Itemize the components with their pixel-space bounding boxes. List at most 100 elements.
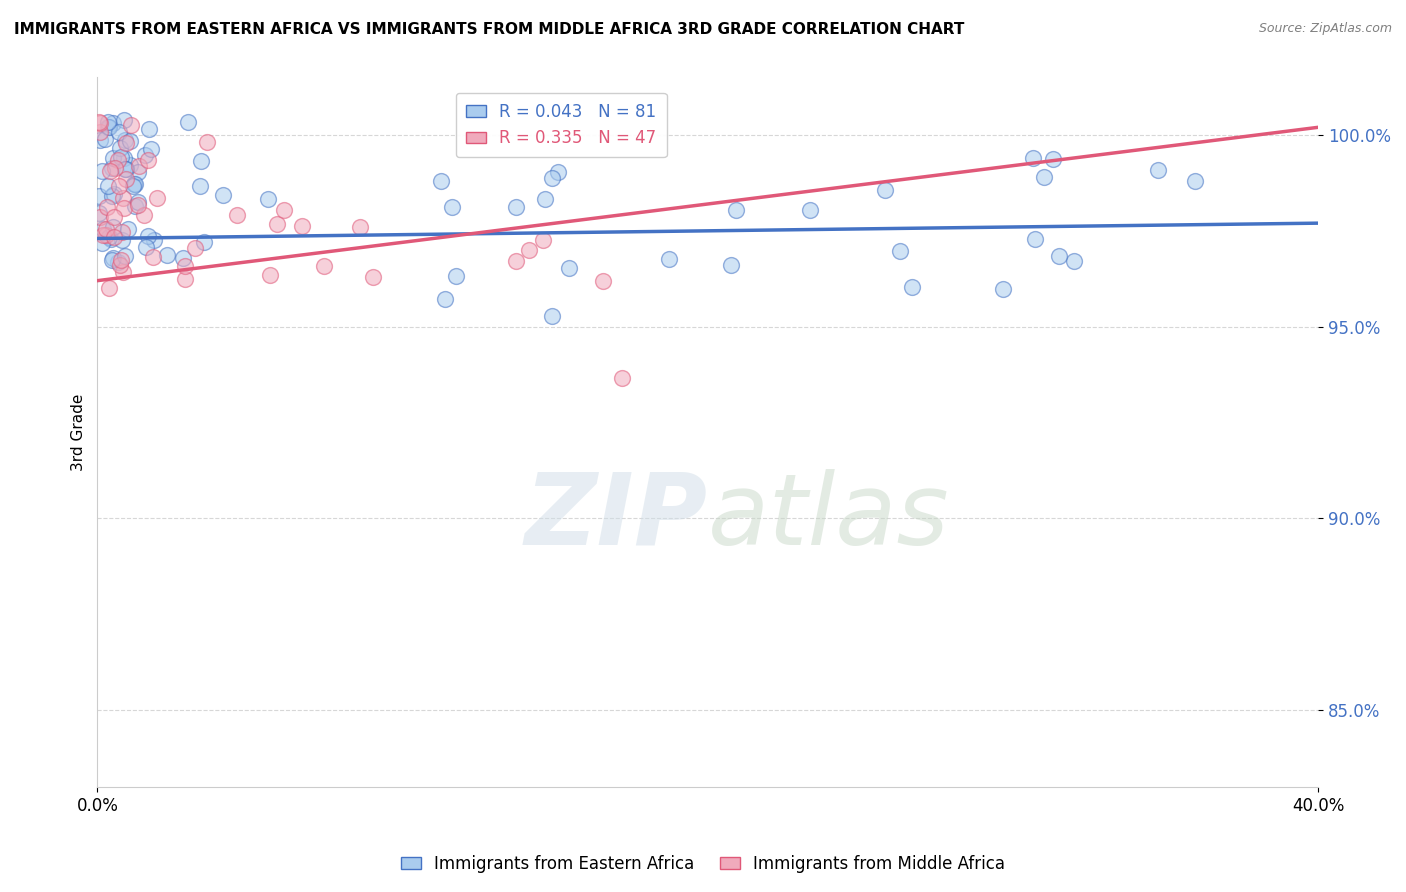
Point (114, 172, 136, 186)
Point (122, 178, 145, 193)
Point (141, 142, 163, 156)
Point (174, 272, 197, 286)
Point (97, 281, 120, 295)
Point (114, 162, 136, 177)
Point (441, 200, 464, 214)
Point (142, 233, 165, 247)
Point (87, 188, 110, 202)
Point (266, 217, 288, 231)
Point (101, 253, 124, 268)
Point (184, 241, 207, 255)
Point (291, 219, 314, 234)
Point (190, 153, 212, 168)
Point (174, 259, 197, 273)
Point (901, 280, 924, 294)
Point (127, 195, 149, 210)
Point (138, 228, 160, 243)
Point (98, 230, 121, 244)
Point (135, 240, 157, 254)
Point (124, 199, 146, 213)
Point (134, 209, 156, 223)
Point (120, 134, 142, 148)
Point (111, 233, 134, 247)
Point (103, 210, 125, 224)
Point (541, 170, 564, 185)
Point (1042, 152, 1064, 166)
Point (991, 282, 1014, 296)
Point (1184, 174, 1206, 188)
Point (111, 265, 134, 279)
Point (212, 187, 235, 202)
Point (188, 179, 211, 194)
Point (505, 254, 527, 268)
Point (349, 219, 371, 234)
Point (120, 118, 142, 132)
Text: atlas: atlas (707, 469, 949, 566)
Point (111, 191, 134, 205)
Point (724, 202, 747, 217)
Point (172, 251, 194, 265)
Point (103, 229, 125, 244)
Point (1047, 249, 1070, 263)
Point (720, 259, 742, 273)
Point (138, 122, 160, 136)
Point (558, 260, 581, 275)
Point (114, 202, 136, 216)
Point (127, 197, 149, 211)
Point (94, 222, 117, 236)
Point (361, 270, 384, 285)
Point (114, 250, 136, 264)
Point (101, 116, 124, 130)
Point (257, 192, 280, 206)
Point (110, 252, 132, 267)
Point (547, 165, 569, 179)
Point (97, 120, 120, 134)
Point (97, 120, 120, 134)
Point (142, 250, 165, 264)
Point (111, 225, 134, 239)
Point (93, 221, 115, 235)
Point (610, 371, 633, 385)
Point (117, 222, 139, 236)
Point (134, 148, 156, 162)
Point (505, 200, 527, 214)
Point (87, 115, 110, 129)
Point (127, 165, 149, 179)
Point (112, 151, 135, 165)
Point (114, 133, 136, 147)
Point (115, 162, 138, 177)
Point (101, 151, 124, 165)
Point (120, 158, 142, 172)
Point (146, 191, 169, 205)
Point (193, 235, 215, 249)
Point (259, 268, 281, 283)
Point (101, 220, 124, 235)
Point (108, 141, 131, 155)
Point (110, 258, 132, 272)
Point (273, 202, 295, 217)
Point (98, 163, 121, 178)
Point (1147, 163, 1170, 178)
Point (91, 228, 114, 243)
Point (124, 178, 146, 192)
Point (534, 192, 557, 206)
Text: IMMIGRANTS FROM EASTERN AFRICA VS IMMIGRANTS FROM MIDDLE AFRICA 3RD GRADE CORREL: IMMIGRANTS FROM EASTERN AFRICA VS IMMIGR… (14, 22, 965, 37)
Point (531, 233, 554, 247)
Point (112, 113, 135, 128)
Point (110, 150, 132, 164)
Point (96, 200, 118, 214)
Point (108, 179, 131, 194)
Point (107, 254, 129, 268)
Point (87, 206, 110, 220)
Point (94, 228, 117, 243)
Legend: Immigrants from Eastern Africa, Immigrants from Middle Africa: Immigrants from Eastern Africa, Immigran… (394, 848, 1012, 880)
Legend: R = 0.043   N = 81, R = 0.335   N = 47: R = 0.043 N = 81, R = 0.335 N = 47 (456, 93, 666, 157)
Point (104, 161, 127, 176)
Point (115, 136, 138, 150)
Point (100, 232, 122, 246)
Point (434, 293, 457, 307)
Point (128, 159, 150, 173)
Point (101, 161, 124, 175)
Point (100, 188, 122, 202)
Text: ZIP: ZIP (524, 469, 707, 566)
